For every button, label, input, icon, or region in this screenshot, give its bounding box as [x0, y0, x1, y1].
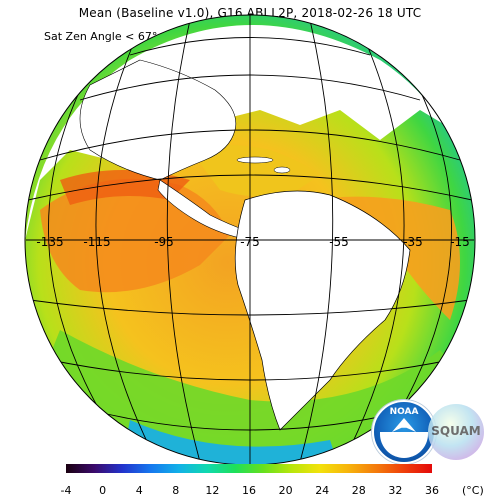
squam-logo-text: SQUAM: [431, 424, 481, 438]
noaa-bird-icon: [392, 418, 416, 432]
hispaniola-island: [273, 166, 291, 174]
noaa-logo-text: NOAA: [389, 407, 419, 417]
meridian-label: -135: [36, 235, 63, 249]
meridian-label: -115: [83, 235, 110, 249]
colorbar-tick-label: 0: [99, 484, 107, 497]
map-subtitle: Sat Zen Angle < 67°: [44, 30, 158, 43]
meridian-label: -75: [240, 235, 260, 249]
map-title: Mean (Baseline v1.0), G16 ABI L2P, 2018-…: [78, 6, 422, 20]
squam-logo: SQUAM: [428, 404, 484, 460]
colorbar: [66, 464, 432, 473]
south-america-land: [234, 190, 411, 431]
caribbean-sea: [190, 145, 320, 197]
colorbar-tick-label: 4: [135, 484, 143, 497]
colorbar-tick-label: 24: [315, 484, 330, 497]
colorbar-tick-label: 20: [278, 484, 293, 497]
colorbar-tick-label: 12: [205, 484, 220, 497]
colorbar-tick-label: 8: [172, 484, 180, 497]
noaa-wave-icon: [380, 432, 428, 458]
colorbar-tick-label: -4: [60, 484, 72, 497]
meridian-label: -95: [154, 235, 174, 249]
meridian-label: -35: [403, 235, 423, 249]
colorbar-unit: (°C): [462, 484, 484, 497]
colorbar-tick-label: 32: [388, 484, 403, 497]
meridian-label: -55: [329, 235, 349, 249]
noaa-logo: NOAA: [372, 400, 436, 464]
meridian-label: -15: [450, 235, 470, 249]
colorbar-tick-label: 16: [242, 484, 256, 497]
colorbar-tick-label: 28: [351, 484, 366, 497]
colorbar-tick-label: 36: [425, 484, 439, 497]
cuba-island: [236, 156, 274, 164]
longitude-lines: [48, 15, 452, 465]
